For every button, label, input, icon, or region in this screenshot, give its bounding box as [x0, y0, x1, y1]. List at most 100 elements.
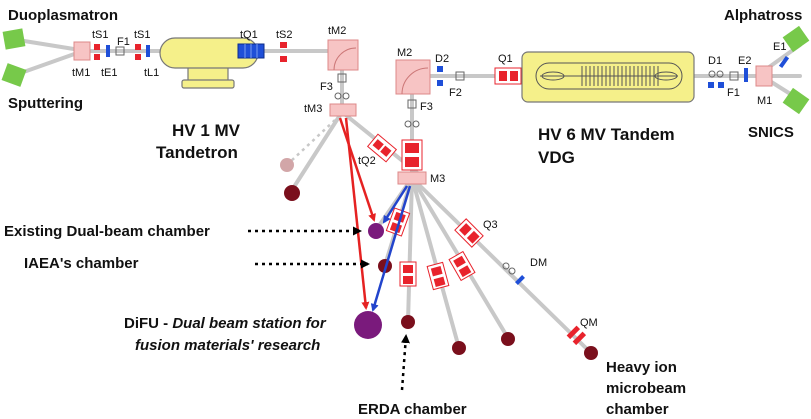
red-beam-to-difu — [344, 117, 370, 310]
label-ts2: tS2 — [276, 29, 293, 41]
ts1b-slit-top-icon — [135, 44, 141, 50]
label-f3a: F3 — [320, 81, 333, 93]
tm3-magnet-icon — [329, 103, 357, 117]
branch-4-chamber-icon — [501, 332, 515, 346]
d2-bottom-icon — [437, 80, 443, 86]
sputtering-source-icon — [1, 63, 27, 87]
label-tm1: tM1 — [72, 67, 90, 79]
snics-source-icon — [782, 87, 810, 115]
heavy-ion-chamber-icon — [584, 346, 598, 360]
te1-steerer-icon — [106, 45, 110, 57]
branch-3-chamber-icon — [452, 341, 466, 355]
label-tm3: tM3 — [304, 103, 322, 115]
branch-3 — [410, 176, 461, 350]
duoplasmatron-source-icon — [2, 28, 26, 50]
label-q1: Q1 — [498, 53, 513, 65]
qm-quad-top-icon — [566, 325, 581, 340]
alphatross-source-icon — [782, 25, 810, 53]
label-hv1-line1: HV 1 MV — [172, 121, 241, 140]
hv6-tandem-icon — [521, 51, 695, 103]
label-f1b: F1 — [727, 87, 740, 99]
q3-quadrupole-icon — [454, 218, 484, 248]
m1-magnet-icon — [755, 65, 773, 87]
label-alphatross: Alphatross — [724, 7, 802, 24]
label-hv1-line2: Tandetron — [156, 143, 238, 162]
label-te1: tE1 — [101, 67, 118, 79]
label-sputtering: Sputtering — [8, 95, 83, 112]
tm3-branch-line — [290, 110, 344, 192]
difu-chamber-icon — [354, 311, 382, 339]
qm-quad-bottom-icon — [572, 331, 587, 346]
m2-magnet-icon — [395, 59, 431, 95]
tm1-magnet-icon — [73, 41, 91, 61]
erda-chamber-pointer — [400, 334, 410, 391]
label-f1a: F1 — [117, 36, 130, 48]
m3-magnet-icon — [397, 171, 427, 185]
branch-erda — [406, 176, 414, 324]
d2-top-icon — [437, 66, 443, 72]
e2-steerer-icon — [744, 68, 748, 82]
label-dm: DM — [530, 257, 547, 269]
ts1a-slit-top-icon — [94, 44, 100, 50]
blue-beam-to-difu — [370, 185, 412, 312]
dotted-branch-line — [289, 119, 336, 163]
label-m3: M3 — [430, 173, 445, 185]
label-heavy-ion-1: Heavy ion — [606, 359, 677, 376]
label-hv6-line1: HV 6 MV Tandem — [538, 125, 675, 144]
label-e1: E1 — [773, 41, 786, 53]
label-difu-italic1: Dual beam station for — [172, 315, 327, 332]
label-d2: D2 — [435, 53, 449, 65]
red-beam-to-existing — [338, 117, 376, 222]
tq2-quadrupole-icon — [366, 133, 398, 163]
blue-beam-to-existing — [382, 185, 409, 224]
erda-chamber-icon — [401, 315, 415, 329]
label-heavy-ion-3: chamber — [606, 401, 669, 418]
label-difu-italic2: fusion materials' research — [135, 337, 320, 354]
ts1a-slit-bottom-icon — [94, 54, 100, 60]
ts1b-slit-bottom-icon — [135, 54, 141, 60]
label-iaea-chamber: IAEA's chamber — [24, 255, 139, 272]
ts2-slit-bottom-icon — [280, 56, 287, 62]
label-ts1b: tS1 — [134, 29, 151, 41]
f1a-cup-icon — [115, 46, 125, 56]
sputtering-line — [16, 50, 82, 76]
label-tm2: tM2 — [328, 25, 346, 37]
label-tq1: tQ1 — [240, 29, 258, 41]
f2-cup-icon — [455, 71, 465, 81]
label-tl1: tL1 — [144, 67, 159, 79]
label-f3b: F3 — [420, 101, 433, 113]
branch-heavy-ion — [410, 176, 592, 354]
label-tq2: tQ2 — [358, 155, 376, 167]
d1-bottom-icon — [718, 82, 724, 88]
e1-steerer-icon — [778, 55, 790, 69]
label-m2: M2 — [397, 47, 412, 59]
label-m1: M1 — [757, 95, 772, 107]
label-duoplasmatron: Duoplasmatron — [8, 7, 118, 24]
dm-diagnostic-icon — [502, 262, 510, 270]
existing-dual-beam-chamber-icon — [368, 223, 384, 239]
branch-3-quad-icon — [426, 261, 450, 291]
f3b-cup-icon — [407, 99, 417, 109]
tm2-magnet-icon — [327, 39, 359, 71]
label-heavy-ion-2: microbeam — [606, 380, 686, 397]
label-q3: Q3 — [483, 219, 498, 231]
tm3-branch-chamber-icon — [284, 185, 300, 201]
ts2-slit-top-icon — [280, 42, 287, 48]
tl1-lens-icon — [146, 45, 150, 57]
label-existing-chamber: Existing Dual-beam chamber — [4, 223, 210, 240]
f1b-cup-icon — [729, 71, 739, 81]
label-difu-line1: DiFU - Dual beam station for — [124, 315, 327, 332]
label-e2: E2 — [738, 55, 751, 67]
label-qm: QM — [580, 317, 598, 329]
grey-chamber-icon — [280, 158, 294, 172]
branch-4-quad-icon — [448, 250, 476, 282]
label-erda-chamber: ERDA chamber — [358, 401, 467, 418]
label-hv6-line2: VDG — [538, 148, 575, 167]
duoplasmatron-line — [16, 38, 82, 52]
label-difu-prefix: DiFU - — [124, 315, 172, 332]
d1-top-icon — [708, 82, 714, 88]
label-ts1a: tS1 — [92, 29, 109, 41]
f3a-cup-icon — [337, 73, 347, 83]
label-d1: D1 — [708, 55, 722, 67]
